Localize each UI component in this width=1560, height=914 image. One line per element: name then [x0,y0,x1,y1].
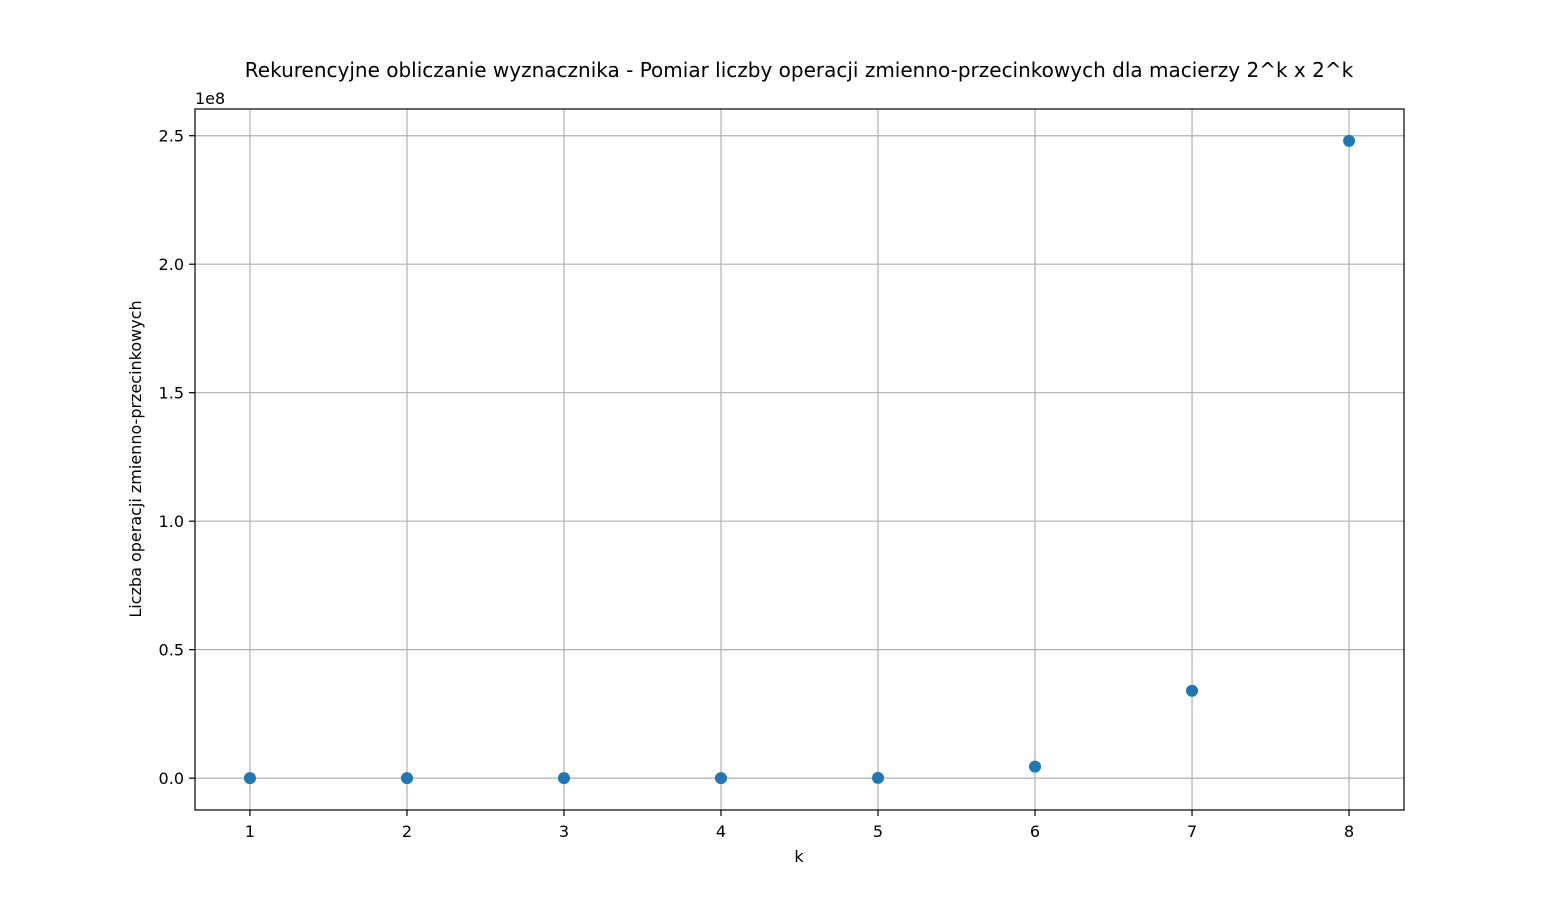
data-point-k4 [714,772,727,785]
y-tick-label: 0.0 [159,769,184,788]
data-point-k6 [1029,760,1042,773]
x-tick-label: 2 [402,822,412,841]
data-point-k3 [557,772,570,785]
x-tick-label: 5 [873,822,883,841]
data-point-k8 [1343,134,1356,147]
y-axis-ticks: 0.0 0.5 1.0 1.5 2.0 2.5 [159,127,195,788]
x-tick-label: 8 [1344,822,1354,841]
x-axis-label: k [794,847,804,866]
x-tick-label: 3 [559,822,569,841]
y-axis-label: Liczba operacji zmienno-przecinkowych [126,300,145,617]
chart-title: Rekurencyjne obliczanie wyznacznika - Po… [245,58,1354,82]
plot-frame [194,108,1405,811]
y-tick-label: 0.5 [159,641,184,660]
data-point-k2 [400,772,413,785]
y-tick-label: 2.0 [159,255,184,274]
x-tick-label: 6 [1030,822,1040,841]
data-point-k7 [1186,684,1199,697]
y-axis-offset-label: 1e8 [195,89,225,108]
grid-lines [195,109,1404,810]
data-point-k1 [243,772,256,785]
y-tick-label: 1.0 [159,512,184,531]
data-point-k5 [872,771,885,784]
y-tick-label: 1.5 [159,384,184,403]
x-axis-ticks: 1 2 3 4 5 6 7 8 [245,810,1354,841]
data-points [243,134,1356,785]
x-tick-label: 1 [245,822,255,841]
x-tick-label: 4 [716,822,726,841]
y-tick-label: 2.5 [159,127,184,146]
x-tick-label: 7 [1187,822,1197,841]
